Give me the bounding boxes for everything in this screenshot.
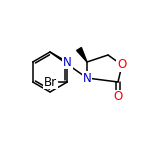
Text: N: N	[83, 71, 91, 85]
Text: Br: Br	[44, 76, 57, 88]
Text: O: O	[113, 90, 123, 104]
Polygon shape	[77, 48, 87, 62]
Text: N: N	[63, 55, 72, 69]
Text: O: O	[117, 59, 127, 71]
